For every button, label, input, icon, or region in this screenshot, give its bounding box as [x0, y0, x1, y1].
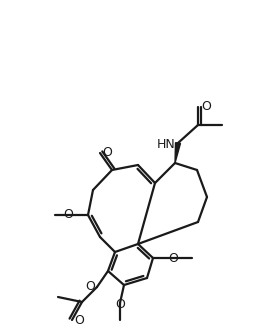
Text: O: O — [85, 281, 95, 294]
Text: O: O — [74, 313, 84, 327]
Text: O: O — [102, 145, 112, 159]
Text: O: O — [201, 100, 211, 114]
Polygon shape — [175, 142, 181, 163]
Text: O: O — [63, 209, 73, 221]
Text: HN: HN — [157, 138, 176, 152]
Text: O: O — [168, 252, 178, 264]
Text: O: O — [115, 297, 125, 310]
